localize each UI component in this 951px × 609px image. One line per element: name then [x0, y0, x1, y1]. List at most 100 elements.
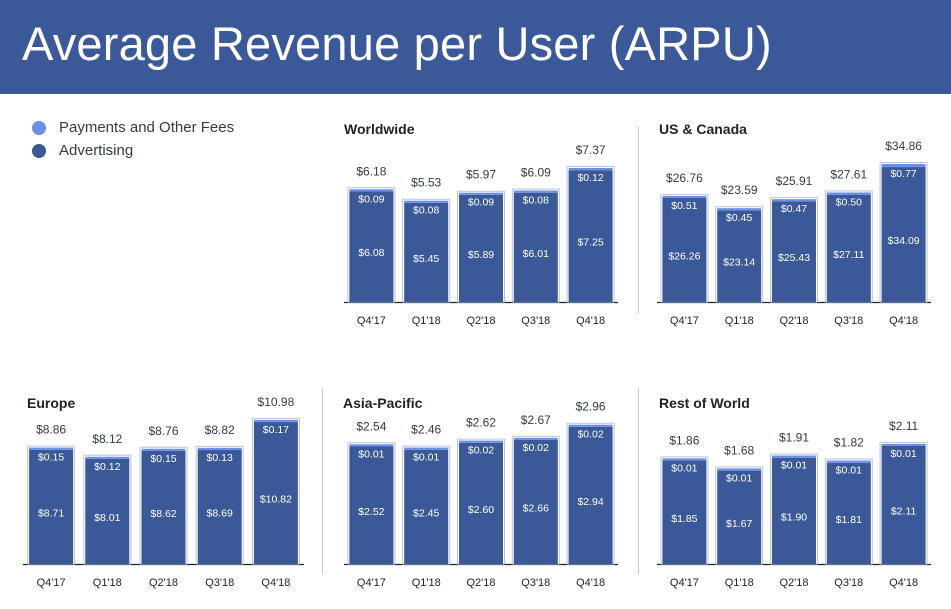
category-tick-label: Q2'18	[779, 577, 808, 589]
bar-advertising	[253, 422, 298, 564]
bar-advertising	[29, 449, 74, 564]
advertising-value-label: $1.67	[726, 518, 752, 530]
category-tick-label: Q3'18	[521, 577, 550, 589]
category-tick-label: Q1'18	[412, 315, 441, 327]
advertising-value-label: $23.14	[723, 257, 755, 269]
bar-fees	[459, 192, 503, 195]
bar-advertising	[513, 439, 558, 564]
advertising-value-label: $8.01	[94, 512, 120, 524]
advertising-value-label: $6.08	[358, 247, 384, 259]
bar-advertising	[662, 198, 707, 302]
legend-swatch-fees	[32, 120, 46, 135]
panel-title-worldwide: Worldwide	[344, 121, 415, 137]
category-tick-label: Q4'17	[357, 315, 386, 327]
advertising-value-label: $1.85	[671, 513, 697, 525]
fees-value-label: $0.12	[94, 461, 120, 473]
advertising-value-label: $8.69	[207, 508, 233, 520]
total-value-label: $6.09	[521, 166, 551, 180]
total-value-label: $8.76	[148, 424, 178, 438]
category-tick-label: Q2'18	[466, 577, 495, 589]
bar-fees	[881, 443, 926, 446]
category-tick-label: Q4'18	[889, 577, 918, 589]
category-tick-label: Q3'18	[521, 315, 550, 327]
bar-advertising	[404, 202, 449, 302]
category-tick-label: Q4'17	[37, 577, 66, 589]
bar-advertising	[881, 167, 926, 302]
fees-value-label: $0.50	[836, 196, 862, 208]
advertising-value-label: $7.25	[577, 237, 603, 249]
bar-fees	[568, 424, 613, 427]
total-value-label: $5.97	[466, 168, 496, 182]
advertising-value-label: $8.71	[38, 507, 64, 519]
category-tick-label: Q3'18	[205, 577, 234, 589]
bar-advertising	[772, 457, 816, 564]
bar-advertising	[197, 450, 242, 564]
panel-title-europe: Europe	[27, 395, 76, 411]
bar-advertising	[141, 450, 186, 564]
legend-item-advertising: Advertising	[32, 139, 234, 162]
advertising-value-label: $5.89	[468, 249, 494, 261]
bar-fees	[513, 437, 558, 440]
advertising-value-label: $27.11	[833, 249, 864, 261]
bar-fees	[772, 199, 816, 202]
chart-asia-pacific: $0.01 $2.52 $2.54 Q4'17 $0.01 $2.45 $2.46 Q1'18…	[344, 400, 618, 589]
bar-advertising	[717, 470, 762, 564]
header-bar: Average Revenue per User (ARPU)	[0, 0, 951, 94]
total-value-label: $7.37	[576, 143, 606, 157]
bar-fees	[404, 200, 449, 203]
bar-fees	[349, 444, 394, 447]
category-tick-label: Q2'18	[149, 577, 178, 589]
advertising-value-label: $2.52	[358, 506, 384, 518]
total-value-label: $27.61	[830, 167, 867, 181]
bar-fees	[513, 190, 558, 193]
panel-divider	[638, 126, 639, 314]
bar-fees	[141, 448, 186, 451]
bar-advertising	[459, 194, 503, 302]
bar-fees	[717, 208, 762, 211]
advertising-value-label: $1.90	[781, 511, 807, 523]
bar-fees	[253, 419, 298, 423]
total-value-label: $2.67	[521, 413, 551, 427]
fees-value-label: $0.01	[836, 465, 862, 477]
advertising-value-label: $25.43	[778, 252, 810, 264]
bar-advertising	[826, 462, 871, 564]
advertising-value-label: $2.45	[413, 507, 439, 519]
chart-rest-of-world: $0.01 $1.85 $1.86 Q4'17 $0.01 $1.67 $1.68 Q1'18…	[657, 419, 931, 589]
total-value-label: $1.82	[834, 436, 864, 450]
advertising-value-label: $26.26	[668, 251, 700, 263]
category-tick-label: Q4'18	[889, 315, 918, 327]
advertising-value-label: $2.94	[577, 496, 603, 508]
chart-legend: Payments and Other Fees Advertising	[32, 116, 234, 162]
total-value-label: $8.86	[36, 423, 66, 437]
bar-fees	[717, 468, 762, 471]
fees-value-label: $0.02	[523, 442, 549, 454]
advertising-value-label: $34.09	[888, 235, 920, 247]
total-value-label: $2.96	[576, 400, 606, 414]
total-value-label: $2.62	[466, 416, 496, 430]
total-value-label: $8.82	[205, 423, 235, 437]
fees-value-label: $0.47	[781, 203, 807, 215]
total-value-label: $1.86	[669, 433, 699, 447]
chart-europe: $0.15 $8.71 $8.86 Q4'17 $0.12 $8.01 $8.12 Q1'18…	[23, 395, 304, 589]
panel-divider	[322, 388, 323, 574]
fees-value-label: $0.77	[890, 168, 916, 180]
advertising-value-label: $2.11	[891, 506, 917, 518]
bar-fees	[85, 456, 130, 459]
total-value-label: $6.18	[356, 164, 386, 178]
bar-advertising	[349, 446, 394, 564]
advertising-value-label: $1.81	[836, 514, 862, 526]
category-tick-label: Q4'17	[670, 577, 699, 589]
total-value-label: $2.11	[889, 419, 918, 433]
fees-value-label: $0.09	[358, 193, 384, 205]
chart-worldwide: $0.09 $6.08 $6.18 Q4'17 $0.08 $5.45 $5.53 Q1'18…	[344, 143, 618, 327]
bar-advertising	[568, 426, 613, 564]
fees-value-label: $0.02	[577, 429, 603, 441]
bar-fees	[826, 192, 871, 195]
bar-advertising	[349, 191, 394, 302]
fees-value-label: $0.01	[890, 448, 916, 460]
total-value-label: $23.59	[721, 183, 758, 197]
bar-advertising	[772, 201, 816, 302]
category-tick-label: Q1'18	[725, 315, 754, 327]
bar-advertising	[459, 442, 503, 564]
category-tick-label: Q4'18	[576, 315, 605, 327]
